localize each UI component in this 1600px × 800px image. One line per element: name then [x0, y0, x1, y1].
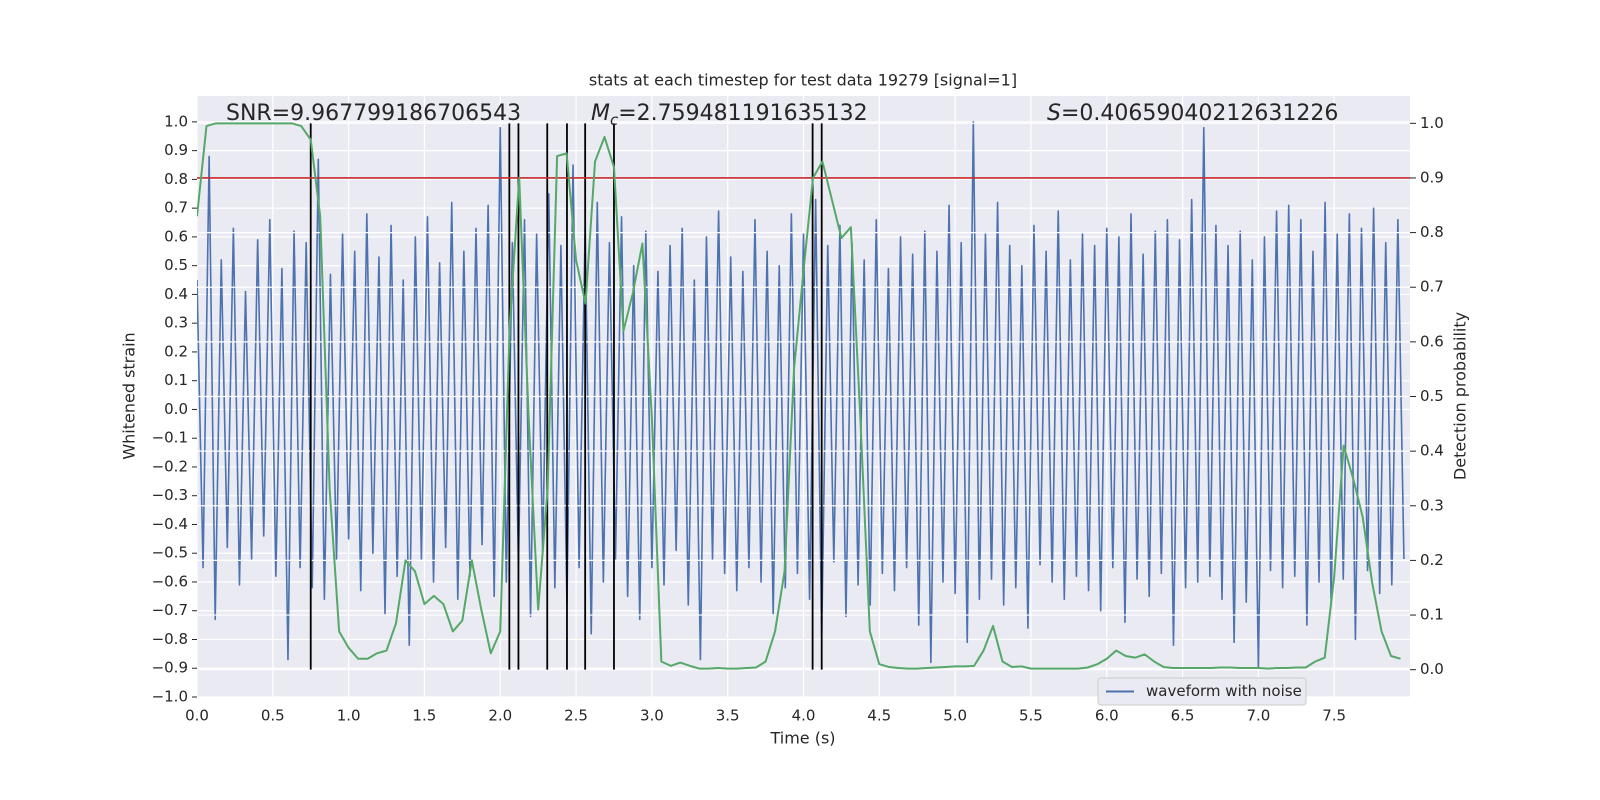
y2-tick-label: 0.4	[1420, 442, 1444, 460]
y-tick-label: 0.9	[164, 141, 188, 159]
x-tick-label: 3.0	[640, 707, 664, 725]
annotation: S=0.40659040212631226	[1047, 101, 1338, 126]
legend: waveform with noise	[1097, 677, 1307, 706]
chart-title: stats at each timestep for test data 192…	[589, 71, 1017, 90]
y-tick-label: 0.0	[164, 400, 188, 418]
y-tick-label: 0.6	[164, 227, 188, 245]
x-tick-label: 2.5	[564, 707, 588, 725]
x-tick-label: 0.5	[261, 707, 285, 725]
y-tick-label: 0.4	[164, 285, 188, 303]
y-tick-label: −0.4	[152, 515, 188, 533]
y-tick-label: −0.8	[152, 630, 188, 648]
y-tick-label: −0.6	[152, 572, 188, 590]
y2-tick-label: 0.9	[1420, 168, 1444, 186]
x-tick-label: 7.5	[1322, 707, 1346, 725]
y-tick-label: −0.9	[152, 659, 188, 677]
annotation-text: =2.759481191635132	[618, 101, 867, 126]
y-axis-label: Whitened strain	[120, 332, 139, 459]
y2-tick-label: 0.6	[1420, 332, 1444, 350]
x-tick-label: 4.0	[792, 707, 816, 725]
annotation-symbol: M	[591, 101, 610, 126]
annotation: Mc=2.759481191635132	[591, 101, 868, 129]
y-tick-label: −1.0	[152, 688, 188, 706]
x-tick-label: 7.0	[1246, 707, 1270, 725]
x-tick-label: 5.5	[1019, 707, 1043, 725]
legend-box	[1097, 677, 1307, 706]
y-tick-label: −0.3	[152, 486, 188, 504]
y2-tick-label: 0.5	[1420, 387, 1444, 405]
y2-tick-label: 0.3	[1420, 496, 1444, 514]
annotation-text: SNR=9.967799186706543	[226, 101, 521, 126]
annotation-subscript: c	[610, 111, 619, 129]
y-tick-label: −0.5	[152, 544, 188, 562]
y-tick-label: 0.1	[164, 371, 188, 389]
y2-tick-label: 1.0	[1420, 114, 1444, 132]
y-tick-label: 0.8	[164, 170, 188, 188]
x-axis-label: Time (s)	[769, 729, 835, 748]
y2-tick-label: 0.8	[1420, 223, 1444, 241]
waveform-line	[197, 121, 1405, 670]
y2-tick-label: 0.2	[1420, 551, 1444, 569]
y2-tick-label: 0.0	[1420, 660, 1444, 678]
y-tick-label: 1.0	[164, 112, 188, 130]
x-tick-label: 6.5	[1171, 707, 1195, 725]
y-tick-label: 0.3	[164, 314, 188, 332]
x-tick-label: 4.5	[867, 707, 891, 725]
y-tick-label: −0.1	[152, 429, 188, 447]
y-tick-label: 0.2	[164, 342, 188, 360]
y2-axis-label: Detection probability	[1451, 312, 1470, 480]
y2-tick-label: 0.1	[1420, 606, 1444, 624]
annotation-symbol: S	[1047, 101, 1061, 126]
plot-area	[197, 96, 1410, 697]
annotation: SNR=9.967799186706543	[226, 101, 521, 126]
legend-label: waveform with noise	[1146, 682, 1302, 700]
y-tick-label: 0.5	[164, 256, 188, 274]
x-tick-label: 1.0	[337, 707, 361, 725]
x-tick-label: 2.0	[488, 707, 512, 725]
y-tick-label: −0.2	[152, 457, 188, 475]
y-tick-label: 0.7	[164, 199, 188, 217]
y-tick-label: −0.7	[152, 601, 188, 619]
x-tick-label: 3.5	[716, 707, 740, 725]
x-tick-label: 0.0	[185, 707, 209, 725]
x-tick-label: 6.0	[1095, 707, 1119, 725]
probability-line	[197, 122, 1401, 670]
x-tick-label: 5.0	[943, 707, 967, 725]
annotation-text: =0.40659040212631226	[1061, 101, 1338, 126]
x-tick-label: 1.5	[413, 707, 437, 725]
y2-tick-label: 0.7	[1420, 278, 1444, 296]
